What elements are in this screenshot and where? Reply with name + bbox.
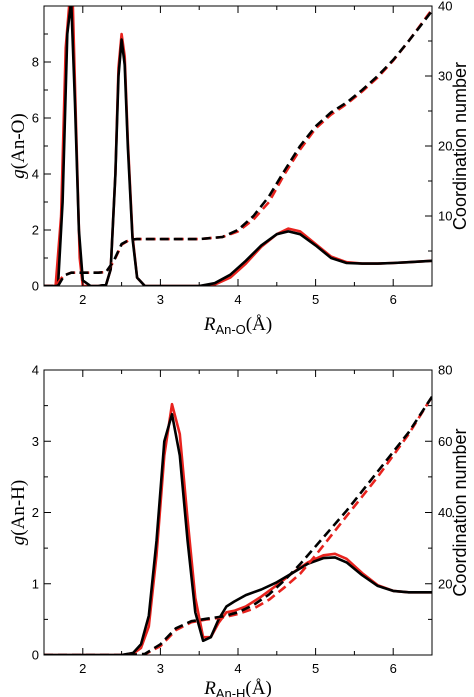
y-tick-label: 0	[32, 648, 39, 663]
y2-tick-label: 80	[438, 363, 452, 378]
y2-tick-label: 60	[438, 434, 452, 449]
y2-tick-label: 30	[438, 69, 452, 84]
y-tick-label: 3	[32, 434, 39, 449]
y-tick-label: 6	[32, 111, 39, 126]
x-tick-label: 3	[157, 661, 164, 676]
x-axis-label: RAn-O(Å)	[203, 314, 272, 337]
x-tick-label: 6	[390, 292, 397, 307]
x-tick-label: 6	[390, 661, 397, 676]
chart-panel-1: 2 3 4 5 6 0 2 4 6 8 10 20 30 40 RAn-O(Å) g(An-O) Coordin…	[8, 0, 470, 337]
y-tick-label: 4	[32, 167, 39, 182]
x-tick-label: 2	[79, 661, 86, 676]
plot-area	[44, 6, 432, 286]
x-tick-label: 4	[234, 292, 241, 307]
plot-frame	[43, 5, 433, 287]
x-tick-label: 5	[312, 292, 319, 307]
y2-axis-label: Coordination number	[450, 62, 470, 230]
series-line-coordination-red	[44, 8, 432, 286]
y-axis-label: g(An-O)	[8, 113, 29, 178]
x-tick-label: 4	[234, 661, 241, 676]
series-line-coordination-black	[44, 10, 432, 286]
y2-tick-label: 20	[438, 139, 452, 154]
y2-tick-label: 20	[438, 576, 452, 591]
plot-frame	[43, 369, 433, 656]
y-axis-label: g(An-H)	[8, 480, 29, 545]
series-line-coordination-black	[44, 395, 432, 655]
y2-tick-label: 10	[438, 209, 452, 224]
x-tick-label: 2	[79, 292, 86, 307]
plot-area	[44, 395, 432, 655]
y-tick-label: 0	[32, 279, 39, 294]
y-tick-label: 2	[32, 505, 39, 520]
y-tick-label: 8	[32, 55, 39, 70]
series-line-g-black	[44, 6, 432, 286]
x-tick-label: 3	[157, 292, 164, 307]
series-line-coordination-red	[44, 396, 432, 655]
y2-tick-label: 40	[438, 0, 452, 14]
y-tick-label: 2	[32, 223, 39, 238]
y-tick-label: 4	[32, 363, 39, 378]
series-line-g-red	[44, 402, 432, 655]
y2-axis-label: Coordination number	[450, 428, 470, 596]
series-line-g-black	[44, 412, 432, 655]
x-axis-label: RAn-H(Å)	[203, 678, 272, 697]
y2-tick-label: 40	[438, 505, 452, 520]
x-tick-label: 5	[312, 661, 319, 676]
series-line-g-red	[44, 6, 432, 286]
y-tick-label: 1	[32, 576, 39, 591]
